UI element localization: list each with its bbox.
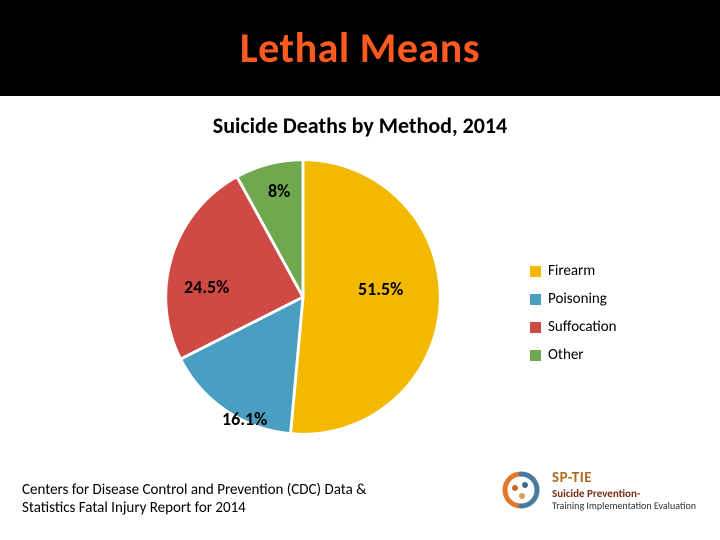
legend-item-other: Other <box>530 346 617 364</box>
legend-swatch <box>530 350 541 361</box>
legend-swatch <box>530 322 541 333</box>
legend-label: Other <box>548 346 584 364</box>
legend-label: Firearm <box>548 262 595 280</box>
legend-item-suffocation: Suffocation <box>530 318 617 336</box>
pct-label-firearm: 51.5% <box>358 278 403 300</box>
pct-label-poisoning: 16.1% <box>222 408 267 430</box>
logo-acronym: SP-TIE <box>552 470 696 487</box>
chart-legend: Firearm Poisoning Suffocation Other <box>530 262 617 374</box>
logo-line3: Training Implementation Evaluation <box>552 500 696 512</box>
pct-label-suffocation: 24.5% <box>184 276 229 298</box>
title-bar: Lethal Means <box>0 0 720 96</box>
chart-title: Suicide Deaths by Method, 2014 <box>0 112 720 139</box>
legend-label: Suffocation <box>548 318 617 336</box>
legend-label: Poisoning <box>548 290 607 308</box>
legend-swatch <box>530 266 541 277</box>
sptie-logo: SP-TIE Suicide Prevention- Training Impl… <box>498 470 696 512</box>
legend-swatch <box>530 294 541 305</box>
legend-item-firearm: Firearm <box>530 262 617 280</box>
source-citation: Centers for Disease Control and Preventi… <box>22 481 382 519</box>
sptie-logo-mark <box>498 470 544 512</box>
legend-item-poisoning: Poisoning <box>530 290 617 308</box>
pct-label-other: 8% <box>268 180 290 202</box>
main-title: Lethal Means <box>240 23 480 74</box>
sptie-logo-text: SP-TIE Suicide Prevention- Training Impl… <box>552 470 696 511</box>
